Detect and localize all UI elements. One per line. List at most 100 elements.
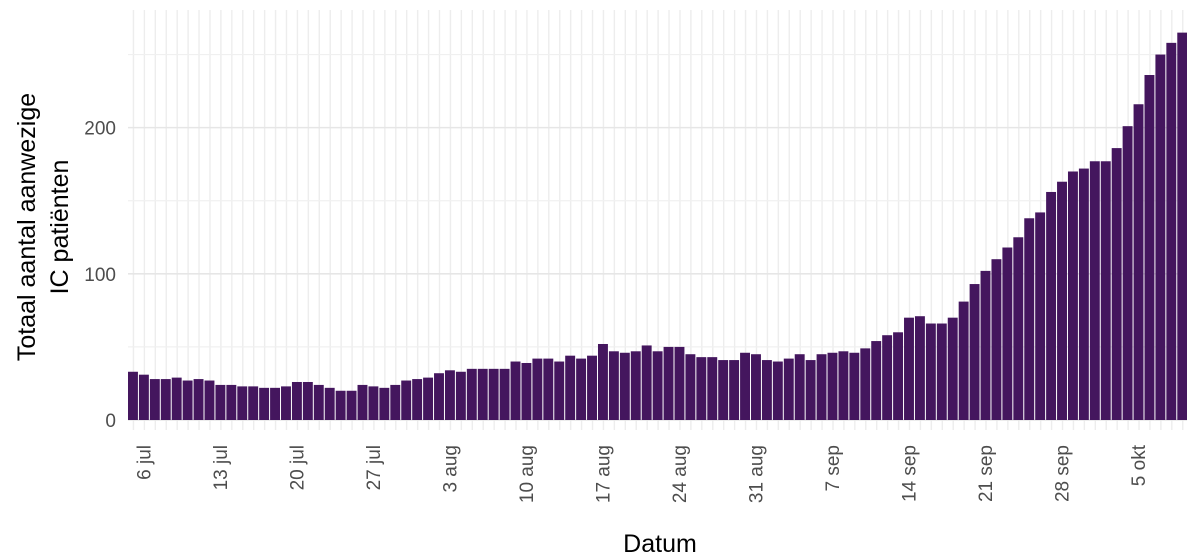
bar-2020-08-05	[466, 368, 477, 420]
bar-2020-09-09	[849, 352, 860, 420]
bar-2020-08-24	[674, 346, 685, 420]
bar-2020-08-08	[499, 368, 510, 420]
bar-2020-09-14	[904, 317, 914, 420]
x-tick-label: 13 jul	[211, 445, 232, 490]
bar-2020-09-10	[860, 348, 871, 420]
x-tick-label: 31 aug	[747, 445, 768, 503]
bar-2020-07-29	[390, 384, 401, 420]
bar-2020-07-24	[335, 390, 346, 420]
bar-2020-09-25	[1024, 218, 1035, 420]
bar-2020-08-31	[751, 354, 761, 420]
bar-2020-07-22	[313, 384, 324, 420]
bar-2020-07-27	[368, 386, 379, 420]
x-tick-label: 10 aug	[517, 445, 538, 503]
bar-2020-10-06	[1144, 75, 1155, 420]
bar-2020-08-20	[630, 351, 641, 420]
bar-2020-09-26	[1035, 212, 1046, 420]
y-axis-title-line-2: IC patiënten	[46, 160, 74, 295]
x-tick-label: 28 sep	[1053, 445, 1074, 502]
bar-2020-09-20	[969, 284, 980, 420]
x-tick-label: 20 jul	[287, 445, 308, 490]
bar-2020-10-03	[1111, 148, 1122, 420]
bar-2020-08-07	[488, 368, 499, 420]
bar-2020-08-21	[641, 345, 652, 420]
bar-2020-07-15	[237, 386, 248, 420]
bar-2020-09-24	[1013, 237, 1024, 420]
x-tick-label: 17 aug	[594, 445, 615, 503]
bar-2020-08-16	[587, 355, 597, 420]
bar-2020-09-17	[936, 323, 947, 420]
y-tick-label: 200	[84, 119, 116, 140]
x-tick-label: 3 aug	[440, 445, 461, 493]
bar-2020-07-05	[128, 371, 138, 420]
bar-2020-09-12	[882, 335, 893, 420]
bar-2020-09-11	[871, 341, 882, 420]
bar-2020-08-25	[685, 354, 696, 420]
bar-2020-09-16	[925, 323, 936, 420]
bar-2020-09-01	[761, 360, 772, 420]
bar-2020-07-14	[226, 384, 237, 420]
bar-2020-08-09	[510, 361, 521, 420]
bar-2020-09-03	[783, 358, 794, 420]
bar-2020-08-18	[608, 351, 619, 420]
bar-2020-10-05	[1133, 104, 1144, 420]
bar-2020-07-06	[138, 374, 149, 420]
y-tick-label: 100	[84, 265, 116, 286]
x-tick-label: 24 aug	[670, 445, 691, 503]
x-tick-label: 21 sep	[976, 445, 997, 502]
bar-2020-08-30	[740, 352, 751, 420]
bar-2020-08-03	[444, 370, 455, 420]
bar-2020-07-30	[401, 380, 412, 420]
bar-2020-07-19	[281, 386, 291, 420]
bar-2020-07-26	[357, 384, 368, 420]
bar-2020-07-17	[259, 387, 270, 420]
bar-2020-09-08	[838, 351, 849, 420]
bar-2020-07-07	[149, 379, 160, 420]
bar-2020-08-01	[423, 377, 434, 420]
bar-2020-09-02	[772, 361, 783, 420]
x-tick-label: 27 jul	[364, 445, 385, 490]
bar-2020-09-04	[794, 354, 805, 420]
bar-2020-08-06	[477, 368, 488, 420]
bar-2020-07-08	[160, 379, 171, 420]
bar-2020-07-25	[346, 390, 357, 420]
bar-2020-09-06	[816, 354, 827, 420]
bar-2020-08-28	[718, 360, 729, 420]
x-tick-label: 7 sep	[823, 445, 844, 491]
bar-2020-10-08	[1166, 42, 1177, 420]
bar-2020-08-02	[434, 373, 444, 420]
bar-2020-08-13	[554, 361, 565, 420]
bar-2020-08-04	[455, 371, 466, 420]
x-axis-title: Datum	[623, 530, 697, 555]
x-tick-label: 5 okt	[1129, 444, 1150, 486]
x-tick-label: 6 jul	[134, 445, 155, 480]
bar-2020-07-09	[171, 377, 182, 420]
bar-2020-08-19	[619, 352, 630, 420]
bar-2020-09-19	[958, 301, 969, 420]
x-tick-label: 14 sep	[900, 445, 921, 502]
y-axis-ticks: 0 100 200	[84, 119, 116, 432]
bar-2020-09-15	[914, 316, 925, 420]
bar-2020-10-09	[1177, 32, 1187, 421]
bar-2020-09-23	[1002, 247, 1013, 420]
bar-2020-09-22	[991, 259, 1002, 420]
bar-2020-08-23	[663, 346, 674, 420]
bar-2020-07-31	[412, 379, 423, 420]
bar-2020-08-17	[597, 343, 608, 420]
bar-2020-08-29	[729, 360, 740, 420]
bar-2020-07-10	[182, 380, 193, 420]
bar-2020-09-28	[1057, 181, 1067, 420]
bar-2020-09-18	[947, 317, 958, 420]
bar-2020-09-05	[805, 360, 816, 420]
bar-2020-07-13	[215, 384, 226, 420]
bar-2020-07-12	[204, 380, 215, 420]
bar-2020-07-11	[193, 379, 204, 420]
bar-2020-07-28	[379, 387, 390, 420]
bar-2020-08-11	[532, 358, 543, 420]
bar-2020-10-04	[1122, 126, 1133, 421]
bar-2020-09-07	[827, 352, 838, 420]
bar-2020-09-21	[980, 270, 991, 420]
bar-2020-08-12	[543, 358, 554, 420]
bar-2020-09-30	[1078, 168, 1089, 420]
